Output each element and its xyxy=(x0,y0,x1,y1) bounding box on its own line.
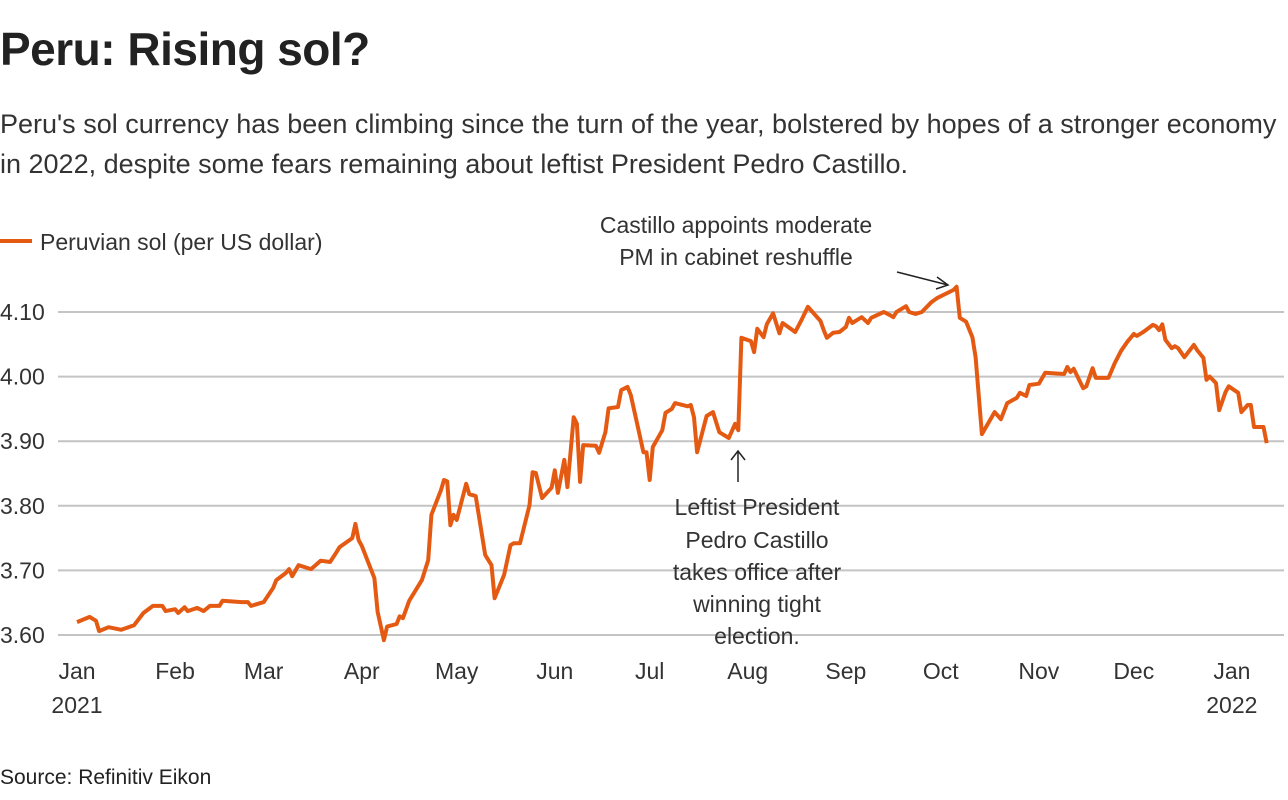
x-tick-label: Aug xyxy=(727,658,768,684)
annotation-text: election. xyxy=(714,623,800,649)
annotation-text: winning tight xyxy=(692,591,821,617)
annotation-arrow xyxy=(896,271,949,286)
x-tick-label: Apr xyxy=(344,658,380,684)
y-tick-label: 3.70 xyxy=(0,557,45,583)
series-line-peruvian-sol xyxy=(76,284,1269,643)
y-tick-label: 3.90 xyxy=(0,428,45,454)
gridlines xyxy=(58,311,1284,636)
legend: Peruvian sol (per US dollar) xyxy=(0,229,323,255)
x-tick-label: Jun xyxy=(536,658,573,684)
annotation-text: PM in cabinet reshuffle xyxy=(619,244,853,270)
x-tick-label: Nov xyxy=(1018,658,1059,684)
arrowhead-icon xyxy=(730,449,746,461)
x-tick-label: Jan xyxy=(58,658,95,684)
annotation-text: Pedro Castillo xyxy=(685,527,828,553)
legend-label: Peruvian sol (per US dollar) xyxy=(40,229,323,255)
x-tick-label: Feb xyxy=(155,658,195,684)
y-axis: 3.60 3.70 3.80 3.90 4.00 4.10 xyxy=(0,299,45,648)
x-tick-label: May xyxy=(435,658,479,684)
annotation-text: Castillo appoints moderate xyxy=(600,212,872,238)
x-tick-label: Oct xyxy=(923,658,959,684)
arrowhead-icon xyxy=(935,276,950,290)
x-tick-label: Jul xyxy=(635,658,664,684)
x-tick-label: Sep xyxy=(825,658,866,684)
y-tick-label: 3.60 xyxy=(0,622,45,648)
x-tick-label: Jan xyxy=(1213,658,1250,684)
x-tick-label: Dec xyxy=(1113,658,1154,684)
x-tick-year-label: 2022 xyxy=(1206,692,1257,718)
chart-subtitle: Peru's sol currency has been climbing si… xyxy=(0,109,1277,179)
y-tick-label: 4.10 xyxy=(0,299,45,325)
x-axis: Jan 2021 Feb Mar Apr May Jun Jul Aug Sep Oct Nov Dec… xyxy=(51,658,1257,718)
source-note: Source: Refinitiv Eikon xyxy=(0,766,212,789)
annotation-text: Leftist President xyxy=(675,494,841,520)
y-tick-label: 3.80 xyxy=(0,493,45,519)
x-tick-label: Mar xyxy=(244,658,284,684)
annotation-castillo-pm: Castillo appoints moderate PM in cabinet… xyxy=(600,212,950,290)
annotation-text: takes office after xyxy=(673,559,842,585)
annotation-castillo-office: Leftist President Pedro Castillo takes o… xyxy=(673,449,842,649)
x-tick-year-label: 2021 xyxy=(51,692,102,718)
y-tick-label: 4.00 xyxy=(0,364,45,390)
chart-title: Peru: Rising sol? xyxy=(0,23,370,75)
